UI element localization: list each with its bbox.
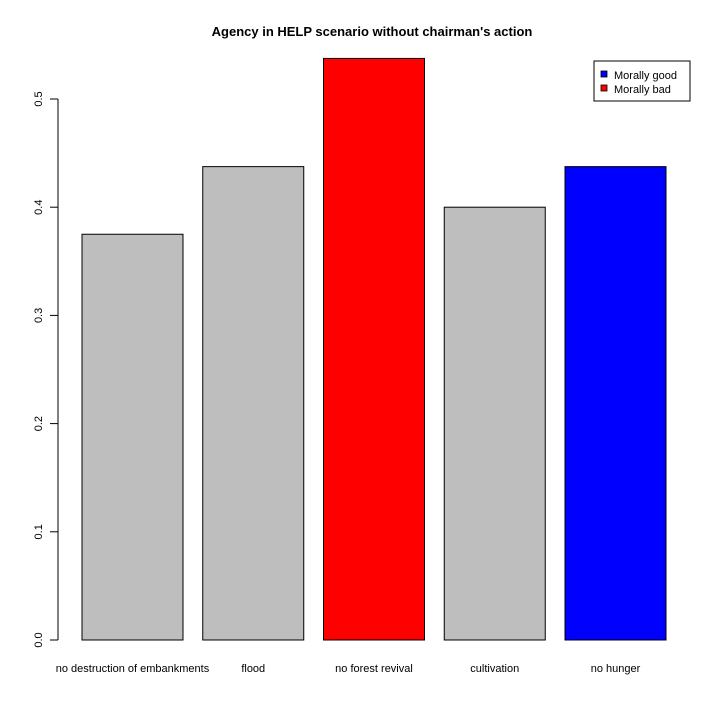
y-tick-label: 0.0 bbox=[33, 632, 45, 647]
legend-box bbox=[593, 60, 691, 102]
bar bbox=[81, 233, 184, 641]
x-category-label: no hunger bbox=[591, 663, 641, 675]
bar bbox=[202, 166, 305, 641]
x-category-label: no destruction of embankments bbox=[56, 663, 210, 675]
y-tick-label: 0.3 bbox=[33, 308, 45, 323]
legend: Morally good Morally bad bbox=[593, 60, 691, 102]
x-category-label: cultivation bbox=[470, 663, 519, 675]
y-tick-label: 0.4 bbox=[33, 200, 45, 215]
bar bbox=[323, 57, 425, 641]
bar bbox=[443, 206, 546, 641]
category-labels: no destruction of embankments flood no for… bbox=[56, 663, 641, 675]
y-tick-label: 0.2 bbox=[33, 416, 45, 431]
chart-title: Agency in HELP scenario without chairman… bbox=[212, 24, 533, 39]
y-axis: 0.0 0.1 0.2 0.3 0.4 0.5 bbox=[33, 91, 59, 648]
bars bbox=[81, 57, 667, 641]
y-tick-label: 0.1 bbox=[33, 524, 45, 539]
bar bbox=[564, 166, 667, 641]
x-category-label: flood bbox=[241, 663, 265, 675]
y-ticks: 0.0 0.1 0.2 0.3 0.4 0.5 bbox=[33, 91, 58, 648]
legend-swatch-bad bbox=[600, 84, 608, 92]
x-category-label: no forest revival bbox=[335, 663, 413, 675]
y-tick-label: 0.5 bbox=[33, 91, 45, 106]
legend-label-bad: Morally bad bbox=[614, 84, 671, 96]
legend-label-good: Morally good bbox=[614, 70, 677, 82]
legend-swatch-good bbox=[600, 70, 608, 78]
